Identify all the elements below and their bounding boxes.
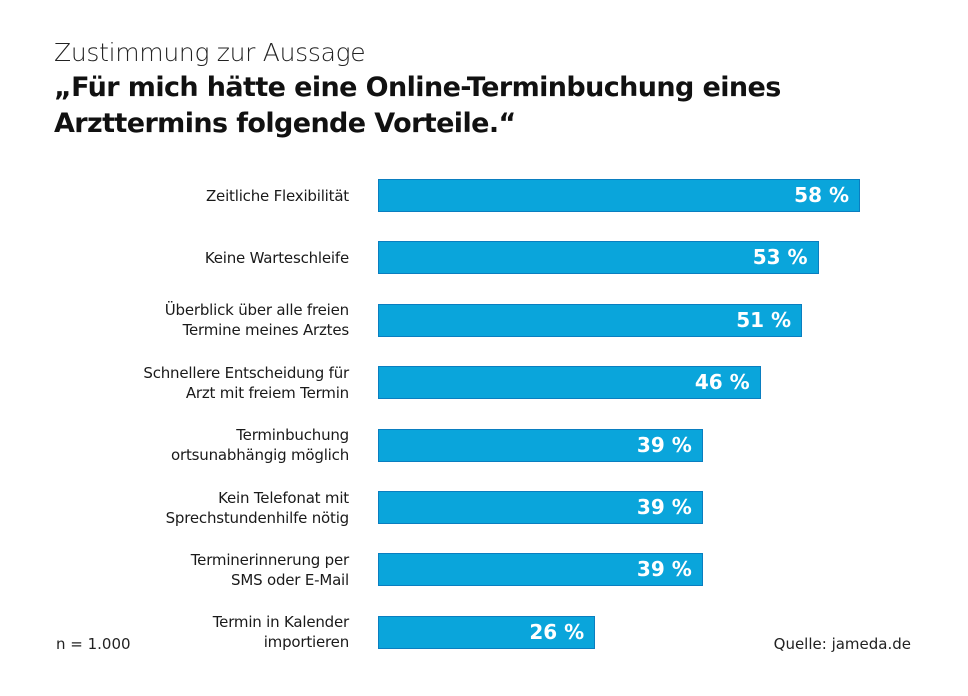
category-label: Keine Warteschleife (89, 248, 349, 268)
data-label: 39 % (636, 557, 692, 582)
category-label: Schnellere Entscheidung für Arzt mit frei… (89, 363, 349, 403)
category-label: Terminbuchung ortsunabhängig möglich (89, 425, 349, 465)
category-label-line: Überblick über alle freien (164, 301, 349, 320)
category-label-line: Termine meines Arztes (182, 321, 350, 340)
bar: 46 % (378, 366, 761, 400)
bar: 39 % (378, 428, 703, 462)
category-label-line: Terminerinnerung per (190, 550, 349, 569)
category-label: Terminerinnerung per SMS oder E-Mail (89, 550, 349, 590)
source-note: Quelle: jameda.de (773, 635, 911, 653)
category-label-line: Zeitliche Flexibilität (205, 186, 349, 205)
data-label: 58 % (794, 183, 849, 207)
data-label: 26 % (529, 619, 585, 644)
bar: 58 % (378, 179, 860, 212)
category-label-line: Termin in Kalender (212, 613, 349, 632)
data-label: 39 % (636, 432, 692, 457)
category-label: Zeitliche Flexibilität (89, 186, 349, 206)
bar: 51 % (378, 303, 803, 337)
category-label-line: Keine Warteschleife (204, 248, 349, 267)
category-label-line: Arzt mit freiem Termin (185, 383, 349, 402)
category-label: Überblick über alle freien Termine meines… (89, 300, 349, 340)
category-label-line: ortsunabhängig möglich (171, 446, 349, 465)
data-label: 51 % (736, 307, 792, 332)
category-label-line: Kein Telefonat mit (218, 488, 349, 507)
chart-subtitle: „Für mich hätte eine Online-Terminbuchun… (54, 72, 781, 139)
chart-title: Zustimmung zur Aussage (54, 38, 366, 67)
sample-size: n = 1.000 (56, 635, 131, 653)
bar: 39 % (378, 553, 703, 587)
bar: 39 % (378, 491, 703, 524)
category-label-line: SMS oder E-Mail (231, 570, 349, 589)
data-label: 39 % (636, 495, 692, 519)
bar: 26 % (378, 615, 596, 649)
category-label-line: Terminbuchung (236, 426, 349, 445)
category-label-line: Schnellere Entscheidung für (143, 363, 349, 382)
data-label: 46 % (694, 370, 750, 395)
bar: 53 % (378, 241, 819, 275)
category-label-line: Sprechstundenhilfe nötig (165, 508, 350, 527)
data-label: 53 % (752, 245, 808, 270)
category-label: Kein Telefonat mit Sprechstundenhilfe nöt… (89, 488, 350, 528)
category-label-line: importieren (263, 633, 349, 652)
category-label: Termin in Kalender importieren (89, 612, 349, 652)
